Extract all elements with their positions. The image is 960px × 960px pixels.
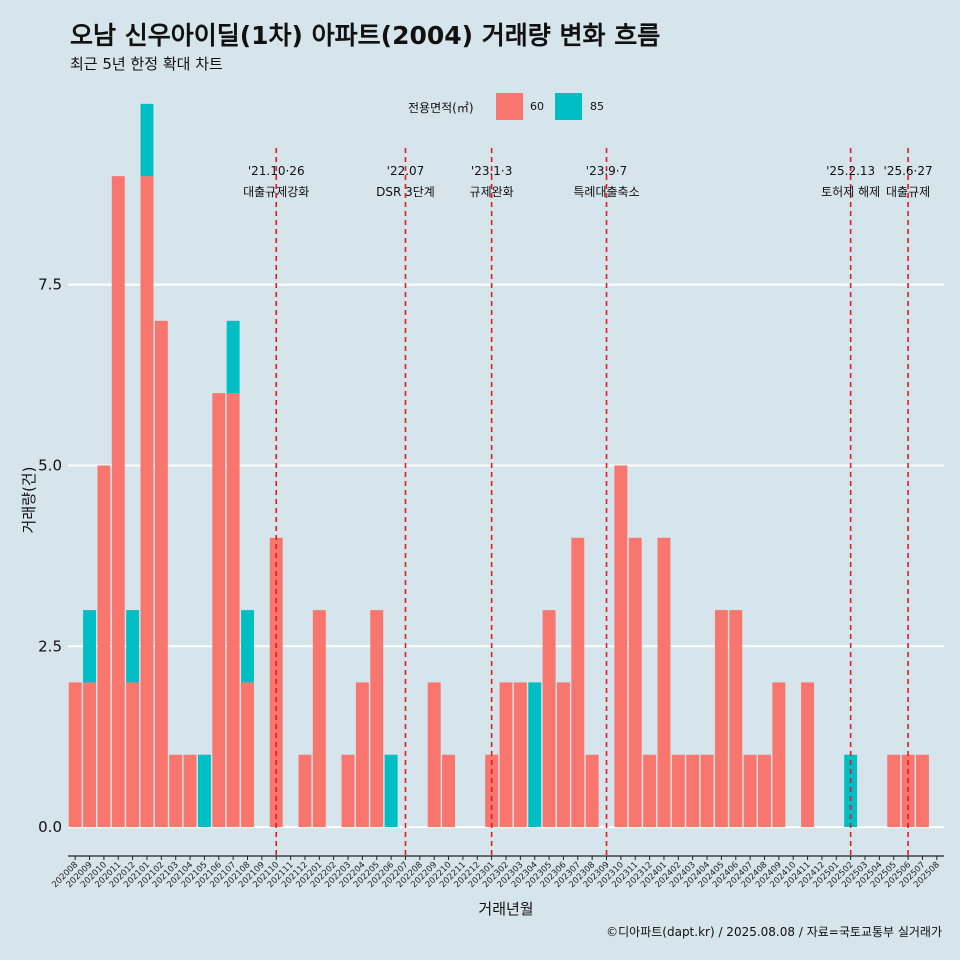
bar-60 (169, 754, 183, 828)
bar-85 (384, 754, 398, 828)
bar-60 (915, 754, 929, 828)
source-caption: ©디아파트(dapt.kr) / 2025.08.08 / 자료=국토교통부 실… (606, 925, 942, 939)
legend-label-85: 85 (590, 100, 604, 113)
chart-subtitle: 최근 5년 한정 확대 차트 (70, 55, 223, 73)
bar-85 (528, 682, 542, 828)
bar-60 (68, 682, 82, 828)
annotations: '21.10·26 대출규제강화 '22.07 DSR 3단계 '23.1·3 규제완화 '… (243, 148, 933, 856)
bar-60 (614, 465, 628, 828)
y-tick-label: 7.5 (38, 276, 62, 294)
bar-60 (571, 537, 585, 828)
bar-60 (212, 393, 226, 828)
bar-60 (427, 682, 441, 828)
bar-85 (140, 103, 154, 177)
bar-60 (355, 682, 369, 828)
bar-60 (341, 754, 355, 828)
y-tick-label: 0.0 (38, 818, 62, 836)
bar-60 (111, 176, 125, 828)
bar-60 (556, 682, 570, 828)
bar-60 (772, 682, 786, 828)
bar-60 (442, 754, 456, 828)
bar-60 (298, 754, 312, 828)
bar-60 (499, 682, 513, 828)
bar-60 (628, 537, 642, 828)
legend-key-60 (496, 93, 523, 120)
bar-60 (370, 610, 384, 828)
bar-60 (312, 610, 326, 828)
event-date: '22.07 (387, 164, 425, 178)
bar-60 (83, 682, 97, 828)
event-date: '21.10·26 (248, 164, 305, 178)
legend-label-60: 60 (530, 100, 544, 113)
legend-key-85 (555, 93, 582, 120)
bar-60 (226, 393, 240, 828)
y-axis-title: 거래량(건) (20, 467, 38, 534)
bar-85 (83, 610, 97, 683)
bar-60 (758, 754, 771, 828)
bar-85 (226, 320, 240, 394)
chart-title: 오남 신우아이딜(1차) 아파트(2004) 거래량 변화 흐름 (70, 21, 661, 50)
event-date: '23.9·7 (586, 164, 627, 178)
bar-60 (140, 176, 154, 828)
bar-60 (801, 682, 815, 828)
bar-60 (686, 754, 700, 828)
event-label: 대출규제 (886, 185, 930, 199)
event-date: '23.1·3 (471, 164, 512, 178)
bar-60 (643, 754, 657, 828)
event-date: '25.2.13 (826, 164, 875, 178)
bar-60 (513, 682, 527, 828)
bar-60 (887, 754, 901, 828)
bar-60 (241, 682, 254, 828)
legend: 전용면적(㎡) 60 85 (0, 92, 960, 122)
bar-60 (585, 754, 599, 828)
event-label: 토허제 해제 (821, 185, 880, 199)
bar-60 (729, 610, 743, 828)
event-label: 대출규제강화 (243, 185, 309, 199)
bar-60 (97, 465, 111, 828)
bar-60 (714, 610, 728, 828)
event-label: DSR 3단계 (376, 185, 435, 199)
event-label: 규제완화 (470, 185, 514, 199)
legend-title: 전용면적(㎡) (408, 101, 474, 115)
x-axis-title: 거래년월 (478, 900, 533, 918)
event-date: '25.6·27 (884, 164, 933, 178)
axes: 0.02.55.07.52020082020092020102020112020… (20, 276, 944, 918)
y-tick-label: 2.5 (38, 637, 62, 655)
bar-60 (700, 754, 714, 828)
y-tick-label: 5.0 (38, 456, 62, 474)
bar-60 (542, 610, 556, 828)
event-label: 특례대출축소 (573, 185, 639, 199)
bar-60 (126, 682, 140, 828)
bar-60 (671, 754, 685, 828)
bar-60 (657, 537, 671, 828)
bar-85 (197, 754, 211, 828)
bar-60 (183, 754, 197, 828)
bar-60 (154, 320, 168, 828)
bar-60 (743, 754, 757, 828)
bar-85 (126, 610, 140, 683)
bar-85 (241, 610, 254, 683)
